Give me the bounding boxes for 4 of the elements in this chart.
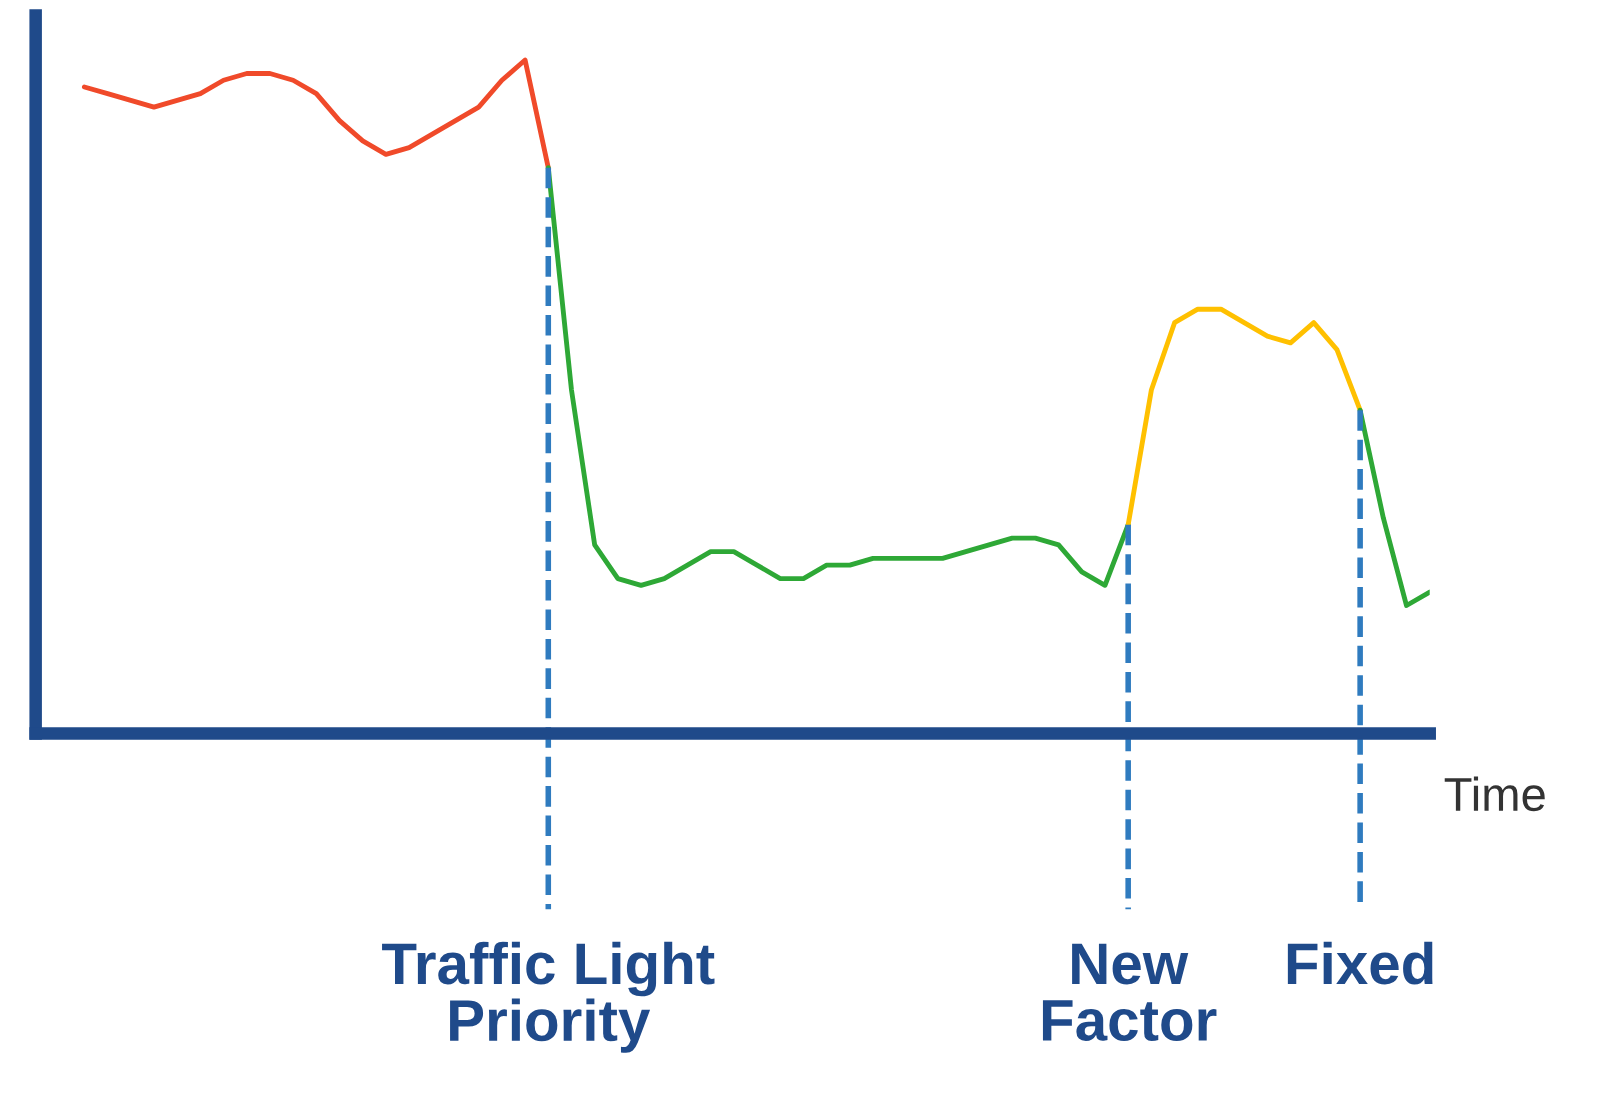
text: New Factor (1042, 943, 1217, 1041)
x-axis-title: Time (1444, 776, 1545, 812)
text: Traffic Light Priority (382, 941, 715, 1053)
text: Fixed (1287, 941, 1433, 985)
